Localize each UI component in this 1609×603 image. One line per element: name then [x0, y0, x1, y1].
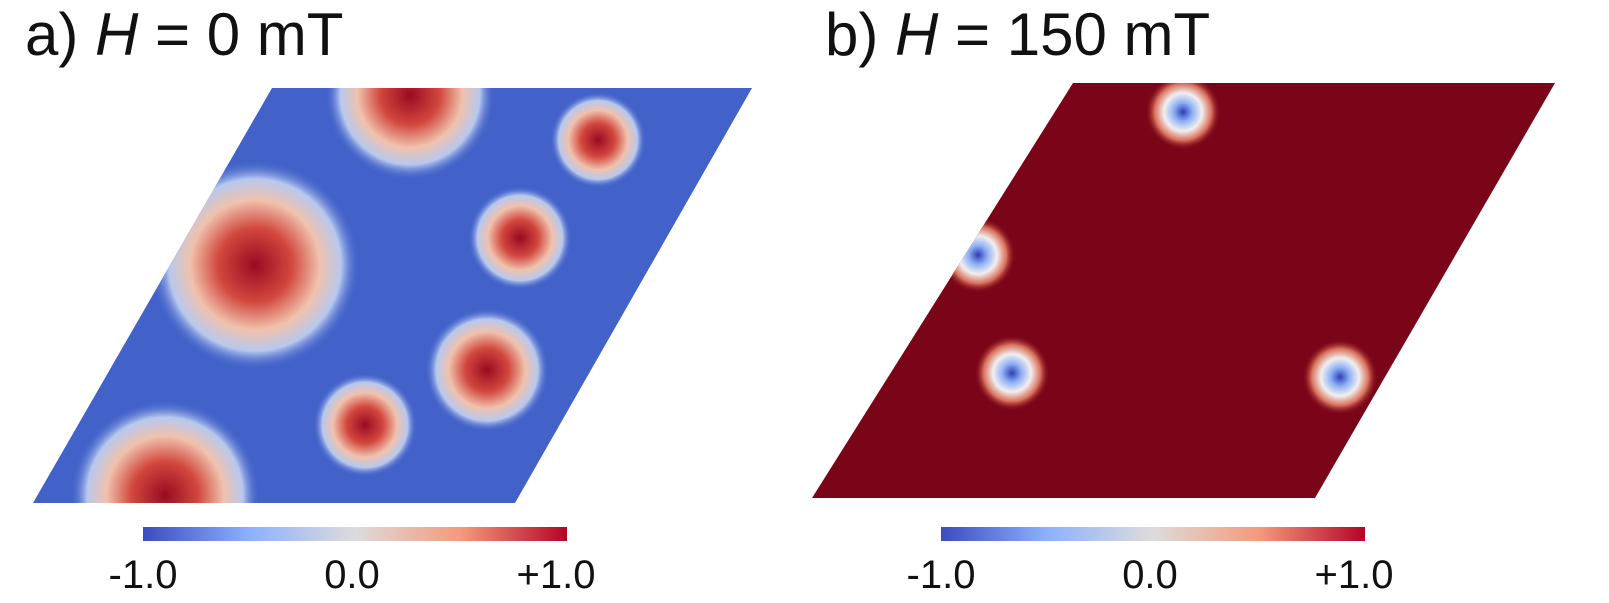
colorbar-tick: -1.0: [109, 553, 178, 597]
colorbar-tick: -1.0: [907, 553, 976, 597]
field-value: = 0 mT: [155, 1, 343, 68]
panel-title: b) H = 150 mT: [825, 1, 1210, 68]
colorbar: [143, 527, 567, 541]
colorbar-tick: 0.0: [324, 553, 380, 597]
panel-label: a): [25, 1, 78, 68]
field-symbol: H: [895, 1, 939, 68]
panel-title: a) H = 0 mT: [25, 1, 343, 68]
field-value: = 150 mT: [955, 1, 1210, 68]
colorbar-tick: 0.0: [1122, 553, 1178, 597]
colorbar: [941, 527, 1365, 541]
field-symbol: H: [95, 1, 139, 68]
field-map: [812, 83, 1555, 498]
colorbar-tick: +1.0: [517, 553, 596, 597]
panel-label: b): [825, 1, 878, 68]
field-map: [33, 88, 752, 503]
colorbar-tick: +1.0: [1315, 553, 1394, 597]
